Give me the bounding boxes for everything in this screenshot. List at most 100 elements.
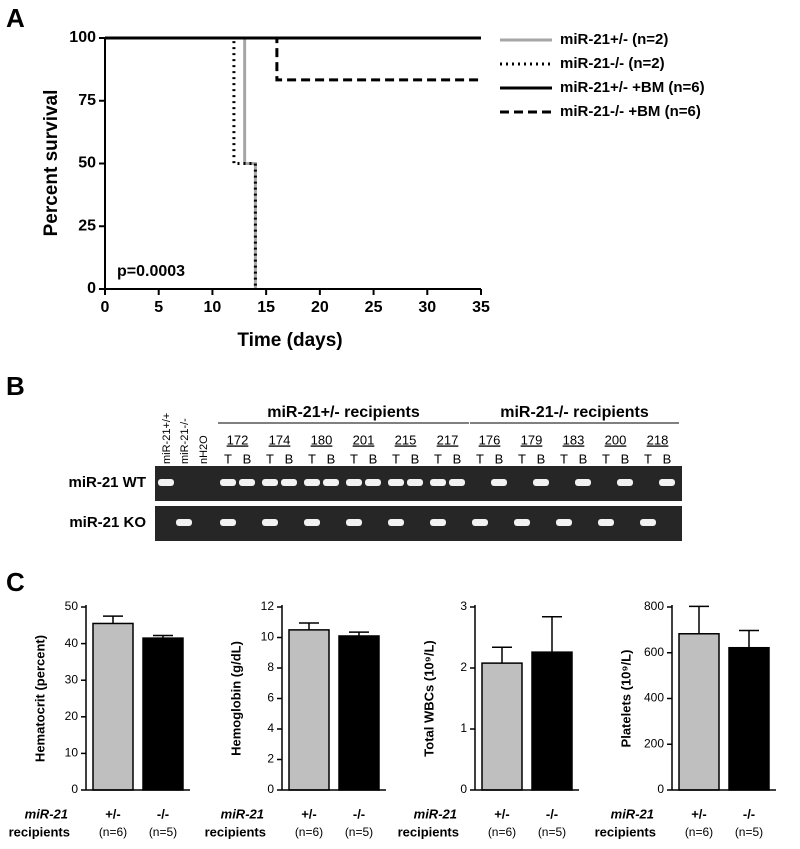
gel-band bbox=[239, 479, 255, 486]
sample-label: 179 bbox=[521, 432, 543, 447]
x-tick-label: 25 bbox=[365, 299, 383, 316]
sample-label: 200 bbox=[605, 432, 627, 447]
panel-label: A bbox=[6, 3, 25, 33]
lane-letter: B bbox=[663, 451, 672, 466]
sample-label: 215 bbox=[395, 432, 417, 447]
gel-band bbox=[617, 519, 633, 526]
x-tick-label: -/- bbox=[743, 806, 755, 821]
x-tick-label: 15 bbox=[257, 299, 275, 316]
y-tick-label: 3 bbox=[460, 599, 467, 613]
gel-band bbox=[514, 479, 530, 486]
gel-strip bbox=[155, 506, 682, 541]
gel-band bbox=[365, 519, 381, 526]
survival-line bbox=[105, 36, 257, 289]
y-tick-label: 600 bbox=[644, 645, 664, 659]
x-sublabel: (n=6) bbox=[488, 825, 516, 839]
gel-band bbox=[346, 479, 362, 486]
control-lane-label: miR-21-/- bbox=[179, 418, 191, 464]
lane-letter: B bbox=[537, 451, 546, 466]
lane-letter: B bbox=[453, 451, 462, 466]
x-sublabel: (n=5) bbox=[735, 825, 763, 839]
x-label: miR-21 bbox=[414, 806, 457, 821]
lane-letter: T bbox=[266, 451, 274, 466]
gel-band bbox=[659, 479, 675, 486]
y-tick-label: 50 bbox=[65, 599, 79, 613]
gel-band bbox=[262, 519, 278, 526]
x-tick-label: -/- bbox=[157, 806, 169, 821]
y-tick-label: 10 bbox=[261, 630, 275, 644]
y-tick-label: 2 bbox=[267, 752, 274, 766]
gel-band bbox=[514, 519, 530, 526]
lane-letter: T bbox=[518, 451, 526, 466]
annotation: p=0.0003 bbox=[117, 263, 185, 280]
y-tick-label: 800 bbox=[644, 599, 664, 613]
bar bbox=[338, 635, 380, 791]
lane-letter: B bbox=[495, 451, 504, 466]
sample-label: 172 bbox=[227, 432, 249, 447]
x-sublabel: (n=5) bbox=[149, 825, 177, 839]
gel-band bbox=[472, 479, 488, 486]
gel-band bbox=[407, 479, 423, 486]
sample-label: 174 bbox=[269, 432, 291, 447]
lane-letter: T bbox=[392, 451, 400, 466]
y-axis-label: Hemoglobin (g/dL) bbox=[228, 641, 243, 756]
y-tick-label: 0 bbox=[460, 782, 467, 796]
sample-label: 217 bbox=[437, 432, 459, 447]
gel-band bbox=[304, 519, 320, 526]
gel-band bbox=[281, 519, 297, 526]
y-axis-label: Total WBCs (10⁹/L) bbox=[421, 640, 436, 756]
lane-letter: B bbox=[327, 451, 336, 466]
gel-band bbox=[220, 479, 236, 486]
gel-band bbox=[449, 479, 465, 486]
x-sublabel: (n=5) bbox=[538, 825, 566, 839]
bar bbox=[531, 651, 573, 791]
control-lane-label: miR-21+/+ bbox=[161, 413, 173, 464]
row-label: miR-21 WT bbox=[68, 474, 146, 491]
y-tick-label: 2 bbox=[460, 660, 467, 674]
x-tick-label: 20 bbox=[311, 299, 329, 316]
y-tick-label: 75 bbox=[78, 92, 96, 109]
gel-band bbox=[388, 519, 404, 526]
panel-label: B bbox=[6, 371, 25, 401]
gel-band bbox=[533, 479, 549, 486]
row-label: miR-21 KO bbox=[69, 514, 146, 531]
y-tick-label: 40 bbox=[65, 636, 79, 650]
lane-letter: T bbox=[476, 451, 484, 466]
y-tick-label: 400 bbox=[644, 691, 664, 705]
gel-band bbox=[598, 479, 614, 486]
gel-band bbox=[176, 479, 192, 486]
lane-letter: B bbox=[411, 451, 420, 466]
x-tick-label: -/- bbox=[546, 806, 558, 821]
gel-band bbox=[640, 479, 656, 486]
y-tick-label: 20 bbox=[65, 709, 79, 723]
gel-band bbox=[472, 519, 488, 526]
legend-label: miR-21+/- +BM (n=6) bbox=[560, 79, 705, 96]
legend-label: miR-21-/- +BM (n=6) bbox=[560, 103, 701, 120]
lane-letter: T bbox=[602, 451, 610, 466]
gel-band bbox=[449, 519, 465, 526]
x-sublabel: (n=5) bbox=[345, 825, 373, 839]
lane-letter: B bbox=[243, 451, 252, 466]
survival-line bbox=[105, 36, 481, 82]
gel-band bbox=[659, 519, 675, 526]
bar bbox=[142, 637, 184, 791]
y-tick-label: 25 bbox=[78, 217, 96, 234]
x-axis-label: Time (days) bbox=[237, 330, 342, 351]
sample-label: 201 bbox=[353, 432, 375, 447]
gel-band bbox=[304, 479, 320, 486]
y-tick-label: 10 bbox=[65, 746, 79, 760]
y-tick-label: 4 bbox=[267, 721, 274, 735]
x-tick-label: 10 bbox=[204, 299, 222, 316]
y-tick-label: 8 bbox=[267, 660, 274, 674]
y-tick-label: 0 bbox=[71, 782, 78, 796]
x-label: recipients bbox=[398, 824, 459, 839]
bar bbox=[728, 646, 770, 791]
y-axis-label: Percent survival bbox=[41, 90, 62, 237]
gel-band bbox=[575, 519, 591, 526]
y-tick-label: 30 bbox=[65, 672, 79, 686]
gel-band bbox=[323, 479, 339, 486]
x-tick-label: 30 bbox=[418, 299, 436, 316]
gel-band bbox=[323, 519, 339, 526]
y-tick-label: 1 bbox=[460, 721, 467, 735]
y-tick-label: 100 bbox=[69, 29, 96, 46]
